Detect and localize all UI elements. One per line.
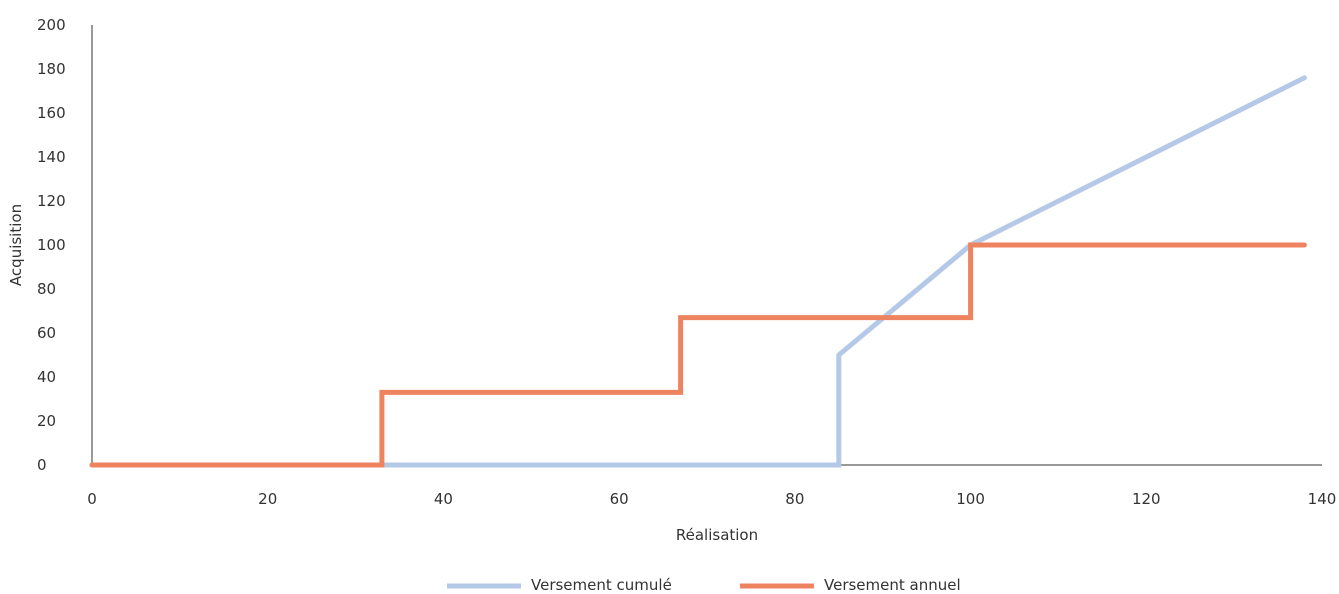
y-tick-label: 40 — [37, 368, 56, 386]
legend: Versement cumulé Versement annuel — [447, 576, 961, 594]
y-tick-label: 20 — [37, 412, 56, 430]
series-line-versement-annuel — [89, 242, 1307, 468]
x-axis-title: Réalisation — [676, 526, 758, 544]
y-tick-label: 120 — [37, 192, 66, 210]
x-tick-label: 80 — [785, 490, 804, 508]
x-tick-label: 140 — [1308, 490, 1337, 508]
x-tick-labels: 0 20 40 60 80 100 120 140 — [87, 490, 1336, 508]
y-tick-label: 80 — [37, 280, 56, 298]
series-lines — [89, 75, 1307, 468]
y-axis-title: Acquisition — [7, 204, 25, 286]
x-tick-label: 0 — [87, 490, 97, 508]
y-tick-label: 0 — [37, 456, 47, 474]
y-tick-label: 100 — [37, 236, 66, 254]
x-tick-label: 100 — [956, 490, 985, 508]
x-tick-label: 40 — [434, 490, 453, 508]
x-tick-label: 120 — [1132, 490, 1161, 508]
y-tick-label: 160 — [37, 104, 66, 122]
series-line-versement-cumule — [89, 75, 1307, 468]
y-tick-labels: 0 20 40 60 80 100 120 140 160 180 200 — [37, 16, 66, 474]
x-tick-label: 20 — [258, 490, 277, 508]
y-tick-label: 140 — [37, 148, 66, 166]
legend-label-versement-cumule: Versement cumulé — [531, 576, 672, 594]
legend-label-versement-annuel: Versement annuel — [824, 576, 961, 594]
y-tick-label: 200 — [37, 16, 66, 34]
x-tick-label: 60 — [610, 490, 629, 508]
plot-area: 0 20 40 60 80 100 120 140 160 180 200 0 20 40 60 80 100… — [37, 16, 1336, 508]
y-tick-label: 180 — [37, 60, 66, 78]
y-tick-label: 60 — [37, 324, 56, 342]
